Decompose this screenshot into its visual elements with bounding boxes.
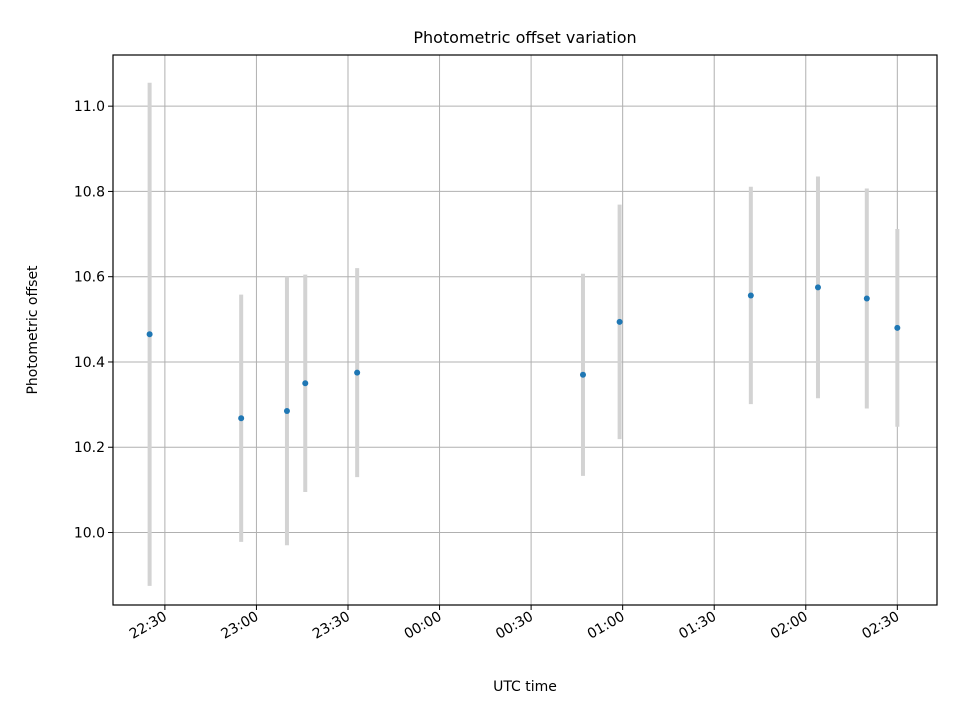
y-tick-label: 10.2 <box>74 440 105 456</box>
y-tick-label: 10.6 <box>74 270 105 286</box>
data-point <box>863 295 870 302</box>
axes-frame <box>112 54 938 606</box>
y-axis-label: Photometric offset <box>25 265 41 395</box>
y-tick-label: 10.4 <box>74 355 105 371</box>
data-point <box>747 292 754 299</box>
y-tick-label: 11.0 <box>74 99 105 115</box>
y-tick-label: 10.8 <box>74 184 105 200</box>
y-ticks: 10.0 10.2 10.4 10.6 10.8 11.0 <box>74 99 113 542</box>
data-point <box>616 318 623 325</box>
data-point <box>283 408 290 415</box>
data-point <box>814 284 821 291</box>
data-points <box>146 284 901 422</box>
data-point <box>354 369 361 376</box>
y-tick-label: 10.0 <box>74 526 105 542</box>
data-point <box>238 415 245 422</box>
chart-title: Photometric offset variation <box>413 28 636 47</box>
x-axis-label: UTC time <box>493 679 557 695</box>
data-point <box>146 331 153 338</box>
grid <box>113 55 937 605</box>
data-point <box>302 380 309 387</box>
data-point <box>894 324 901 331</box>
data-point <box>579 371 586 378</box>
